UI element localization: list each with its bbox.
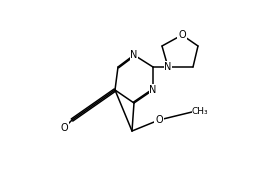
Text: N: N xyxy=(149,85,157,95)
Text: O: O xyxy=(178,30,186,40)
Text: O: O xyxy=(60,123,68,133)
Text: N: N xyxy=(130,50,138,60)
Text: N: N xyxy=(164,62,172,72)
Text: O: O xyxy=(155,115,163,125)
Text: CH₃: CH₃ xyxy=(192,107,209,116)
